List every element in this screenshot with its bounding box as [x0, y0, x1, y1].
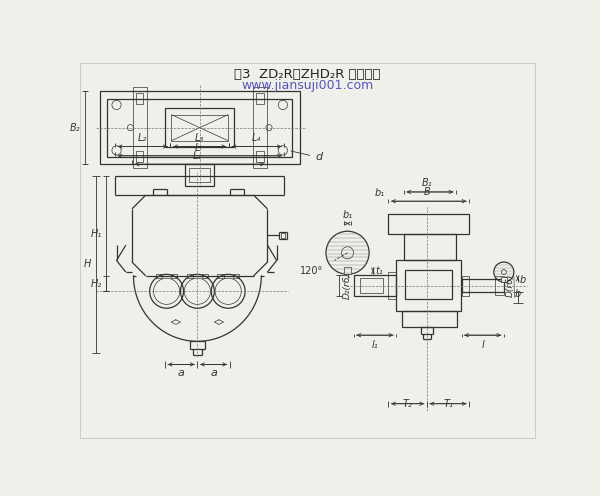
Bar: [461, 275, 469, 296]
Bar: [189, 168, 211, 182]
Text: l₁: l₁: [371, 340, 378, 350]
Text: a: a: [178, 369, 185, 378]
Text: H₁: H₁: [91, 229, 102, 239]
Bar: [233, 274, 239, 278]
Bar: [360, 278, 383, 293]
Text: L₁: L₁: [193, 151, 202, 161]
Bar: [256, 93, 263, 104]
Text: H: H: [83, 259, 91, 269]
Bar: [185, 164, 214, 186]
Bar: [253, 87, 266, 168]
Text: b₁: b₁: [374, 187, 385, 198]
Bar: [281, 233, 285, 238]
Bar: [202, 274, 208, 278]
Bar: [396, 260, 461, 310]
Text: l: l: [481, 340, 484, 350]
Bar: [501, 277, 506, 282]
Bar: [217, 274, 224, 278]
Text: T₁: T₁: [443, 399, 453, 409]
Text: D₂(r6): D₂(r6): [343, 272, 352, 299]
Text: b₁: b₁: [343, 210, 353, 220]
Text: 图3  ZD₂R、ZHD₂R 外形尺寸: 图3 ZD₂R、ZHD₂R 外形尺寸: [234, 68, 381, 81]
Bar: [165, 109, 235, 147]
Bar: [388, 214, 469, 234]
Bar: [107, 99, 292, 157]
Bar: [100, 91, 300, 164]
Text: a: a: [210, 369, 217, 378]
Bar: [171, 274, 178, 278]
Bar: [256, 151, 263, 162]
Text: 120°: 120°: [301, 265, 323, 275]
Text: d: d: [291, 151, 322, 162]
Bar: [136, 93, 143, 104]
Text: b: b: [515, 289, 521, 299]
Bar: [133, 87, 146, 168]
Bar: [136, 151, 143, 162]
Bar: [344, 267, 352, 274]
Text: D(r6): D(r6): [506, 274, 515, 297]
Text: www.jiansuji001.com: www.jiansuji001.com: [241, 79, 374, 92]
Bar: [404, 234, 456, 260]
Bar: [187, 274, 193, 278]
Bar: [461, 279, 504, 293]
Bar: [353, 275, 396, 296]
Text: B₁: B₁: [422, 178, 432, 188]
Text: B₂: B₂: [70, 123, 80, 132]
Text: H₂: H₂: [91, 279, 102, 289]
Text: B: B: [424, 187, 430, 197]
Text: T₂: T₂: [403, 399, 413, 409]
Text: b: b: [520, 275, 526, 285]
Bar: [494, 276, 504, 295]
Bar: [388, 272, 396, 300]
Text: t₁: t₁: [375, 266, 383, 276]
Bar: [405, 270, 452, 299]
Text: L: L: [195, 143, 200, 153]
Text: L₂: L₂: [138, 133, 148, 143]
Bar: [402, 310, 457, 327]
Text: L₄: L₄: [252, 133, 262, 143]
Bar: [171, 115, 228, 141]
Bar: [156, 274, 162, 278]
Text: L₃: L₃: [195, 133, 205, 143]
